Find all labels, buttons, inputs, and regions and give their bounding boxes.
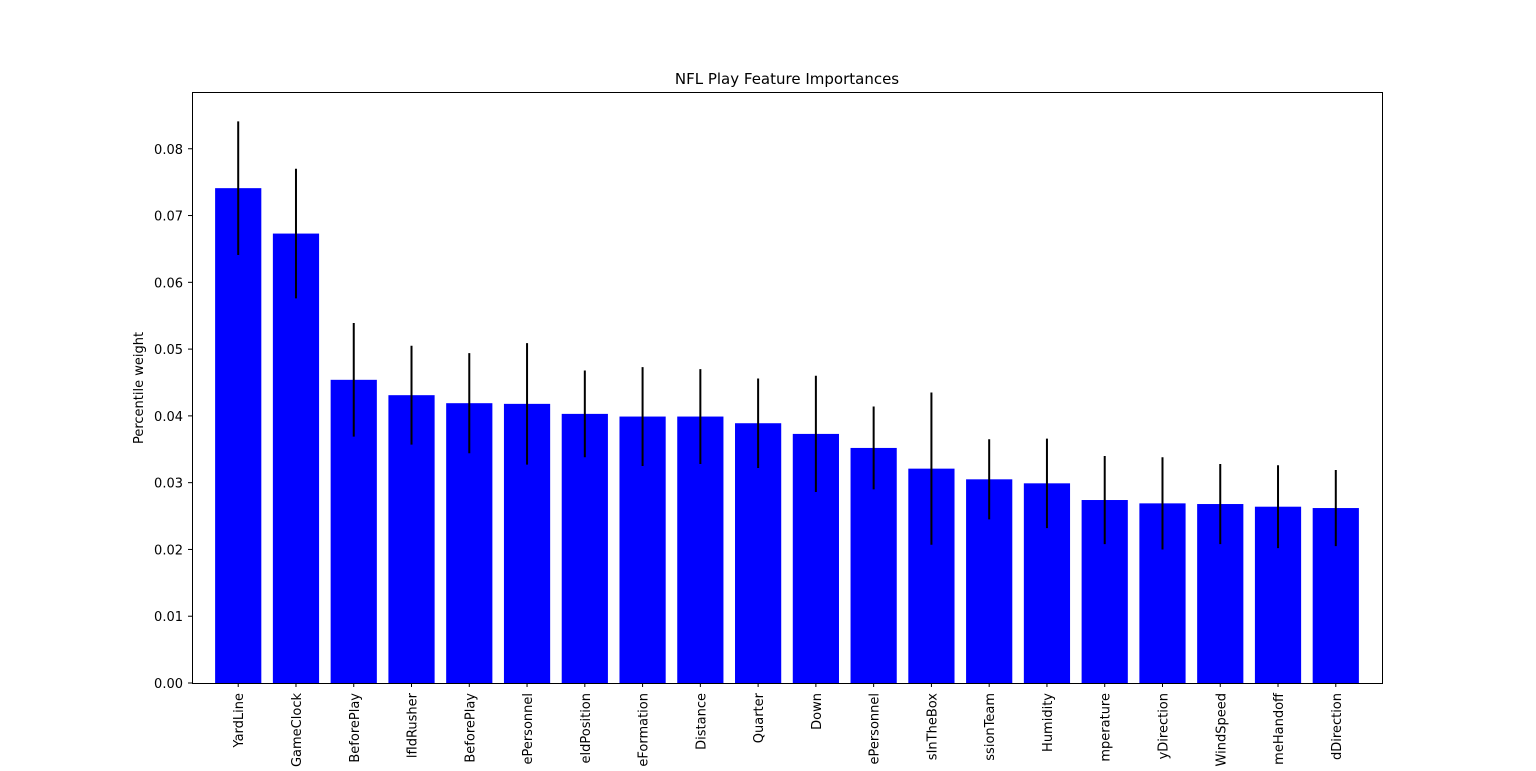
bars-group (215, 188, 1359, 683)
x-tick-label: eldPosition (579, 693, 594, 763)
x-tick-label: WindSpeed (1214, 693, 1229, 766)
bar (215, 188, 262, 683)
y-axis-label: Percentile weight (132, 332, 147, 444)
y-tick-label: 0.02 (154, 543, 183, 558)
x-tick-label: dDirection (1330, 693, 1345, 760)
x-tick-label: Distance (694, 693, 709, 750)
x-tick-label: sInTheBox (925, 693, 940, 760)
x-tick-label: mperature (1099, 693, 1114, 762)
y-tick-label: 0.08 (154, 143, 183, 158)
x-tick-label: BeforePlay (463, 693, 478, 763)
x-tick-label: lfldRusher (406, 692, 421, 758)
x-tick-label: ePersonnel (521, 693, 536, 765)
x-tick-label: YardLine (232, 693, 247, 749)
x-tick-label: yDirection (1156, 693, 1171, 759)
x-tick-label: meHandoff (1272, 692, 1287, 765)
plot-frame (192, 92, 1383, 684)
error-bars-group (237, 121, 1337, 550)
x-tick-label: eFormation (637, 693, 652, 767)
y-tick-label: 0.01 (154, 610, 183, 625)
x-tick-label: Down (810, 693, 825, 730)
y-tick-label: 0.05 (154, 343, 183, 358)
x-tick-label: Humidity (1041, 693, 1056, 752)
x-tick-label: BeforePlay (348, 693, 363, 763)
y-tick-label: 0.00 (154, 677, 183, 692)
y-tick-label: 0.04 (154, 410, 183, 425)
x-axis-ticks: YardLine GameClock BeforePlay lfldRusher Bef… (232, 683, 1345, 767)
y-axis-ticks: 0.00 0.01 0.02 0.03 0.04 0.05 0.06 0.07 0.08 (154, 143, 192, 692)
x-tick-label: Quarter (752, 692, 767, 743)
y-tick-label: 0.06 (154, 276, 183, 291)
bar (272, 233, 320, 683)
x-tick-label: GameClock (290, 693, 305, 767)
y-tick-label: 0.03 (154, 477, 183, 492)
x-tick-label: ePersonnel (868, 693, 883, 765)
y-tick-label: 0.07 (154, 210, 183, 225)
x-tick-label: ssionTeam (983, 693, 998, 761)
bar (561, 413, 608, 683)
chart-title: NFL Play Feature Importances (675, 70, 899, 88)
